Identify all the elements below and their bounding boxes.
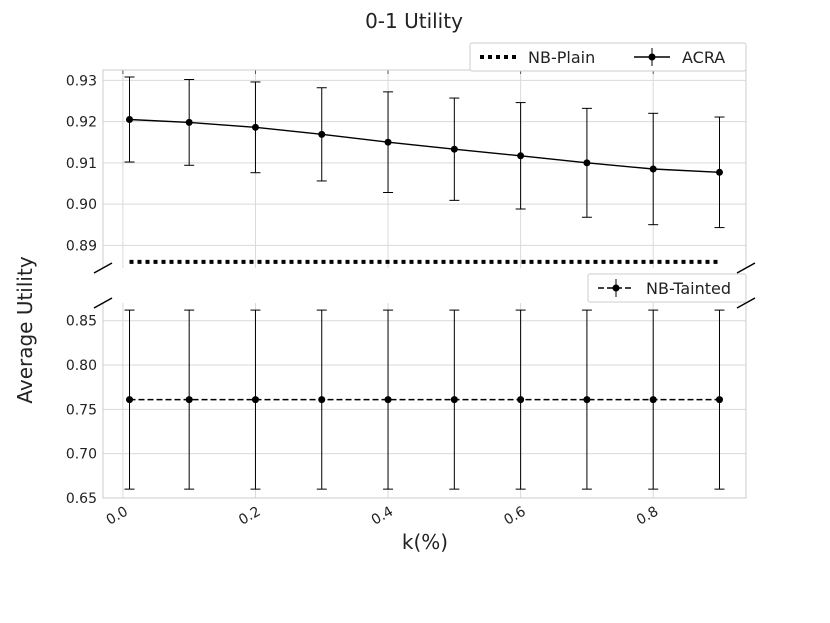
data-point xyxy=(649,165,657,173)
upper-y-tick-label: 0.90 xyxy=(66,197,97,213)
upper-y-tick-label: 0.93 xyxy=(66,73,97,89)
legend-marker-icon xyxy=(648,53,656,61)
data-point xyxy=(318,130,326,138)
legend-item: ACRA xyxy=(634,48,725,67)
data-point xyxy=(126,116,134,123)
data-point xyxy=(583,396,591,404)
series-line xyxy=(129,118,720,173)
data-point xyxy=(583,159,591,167)
x-axis-label: k(%) xyxy=(402,530,448,554)
legend-box xyxy=(469,42,747,72)
legend-upper: NB-Plain ACRA xyxy=(469,42,747,72)
data-point xyxy=(185,396,193,404)
axis-break-mark xyxy=(93,262,113,274)
y-axis-label: Average Utility xyxy=(13,256,37,403)
lower-y-tick-label: 0.80 xyxy=(66,358,97,374)
data-point xyxy=(318,396,326,404)
axis-break-mark xyxy=(93,297,113,309)
upper-y-tick-label: 0.92 xyxy=(66,115,97,131)
lower-y-tick-label: 0.85 xyxy=(66,314,97,330)
x-tick-label: 0.4 xyxy=(369,504,396,529)
data-point xyxy=(251,123,259,131)
upper-frame xyxy=(102,69,747,268)
legend-lower: NB-Tainted xyxy=(587,273,747,303)
lower-plot-area xyxy=(103,303,746,498)
legend-item: NB-Plain xyxy=(480,48,595,67)
series-acra xyxy=(124,76,725,229)
axis-break-mark xyxy=(736,297,756,309)
upper-panel: 0.89 0.90 0.91 0.92 0.93 xyxy=(66,69,747,268)
legend-box xyxy=(587,273,747,303)
upper-y-tick-label: 0.89 xyxy=(66,238,97,254)
chart-title: 0-1 Utility xyxy=(365,9,463,33)
x-tick-label: 0.6 xyxy=(501,504,528,529)
data-point xyxy=(517,396,525,404)
upper-y-tick-label: 0.91 xyxy=(66,156,97,172)
data-point xyxy=(450,145,458,153)
legend-label: NB-Plain xyxy=(528,48,595,67)
data-point xyxy=(715,168,723,176)
x-tick-label: 0.8 xyxy=(634,504,661,529)
axis-break-mark xyxy=(736,262,756,274)
legend-label: ACRA xyxy=(682,48,725,67)
lower-y-tick-label: 0.65 xyxy=(66,491,97,507)
data-point xyxy=(649,396,657,404)
data-point xyxy=(384,396,392,404)
data-point xyxy=(384,138,392,146)
series-nb-tainted xyxy=(124,309,725,490)
lower-y-tick-label: 0.70 xyxy=(66,447,97,463)
axis-break-markers xyxy=(93,262,756,309)
lower-y-tick-label: 0.75 xyxy=(66,402,97,418)
data-point xyxy=(251,396,259,404)
x-tick-label: 0.0 xyxy=(104,504,131,529)
data-point xyxy=(517,152,525,160)
data-point xyxy=(185,118,193,126)
legend-label: NB-Tainted xyxy=(646,279,731,298)
legend-marker-icon xyxy=(612,284,620,292)
legend-item: NB-Tainted xyxy=(598,279,731,298)
x-tick-label: 0.2 xyxy=(236,504,263,529)
data-point xyxy=(715,396,723,404)
lower-panel: 0.65 0.70 0.75 0.80 0.85 0.0 0.2 0.4 0.6 0.8 xyxy=(66,303,747,529)
data-point xyxy=(450,396,458,404)
upper-plot-area xyxy=(103,70,746,268)
data-point xyxy=(126,396,134,404)
lower-frame xyxy=(102,303,747,499)
